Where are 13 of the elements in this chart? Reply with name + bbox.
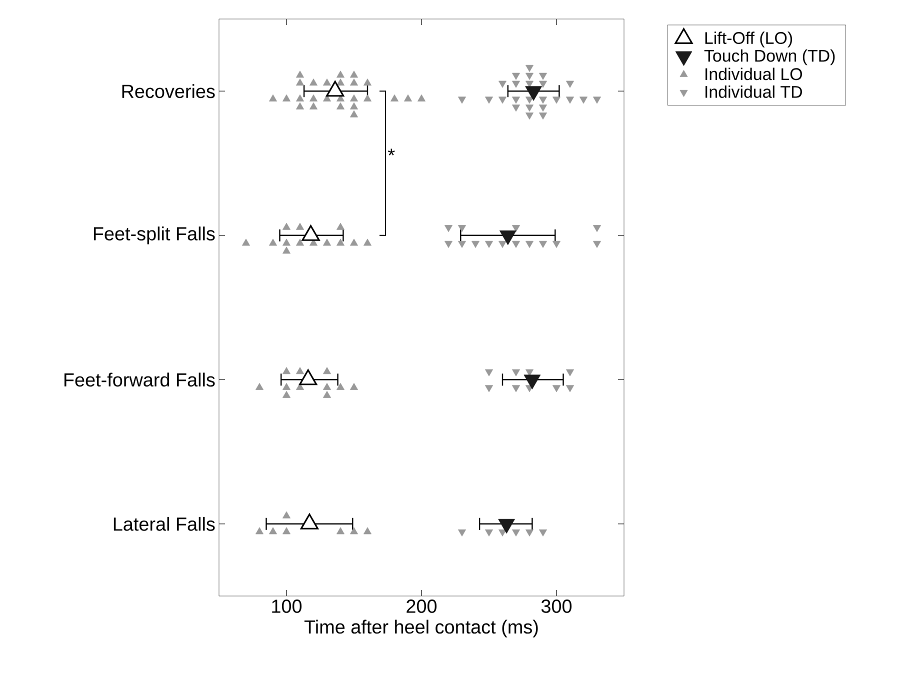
y-tick-label: Feet-split Falls: [94, 226, 215, 244]
legend-label: Lift-Off (LO): [705, 32, 792, 48]
y-tick-label: Recoveries: [122, 84, 215, 98]
x-tick-label: 200: [406, 600, 437, 613]
legend-label: Individual TD: [706, 85, 802, 98]
x-axis-title: Time after heel contact (ms): [304, 620, 538, 638]
legend-label: Individual LO: [706, 68, 802, 80]
x-tick-label: 100: [272, 600, 302, 613]
x-tick-label: 300: [541, 600, 572, 613]
annotation: *: [388, 148, 395, 156]
y-tick-label: Feet-forward Falls: [64, 372, 215, 387]
legend-label: Touch Down (TD): [704, 49, 835, 66]
y-tick-label: Lateral Falls: [114, 516, 215, 531]
